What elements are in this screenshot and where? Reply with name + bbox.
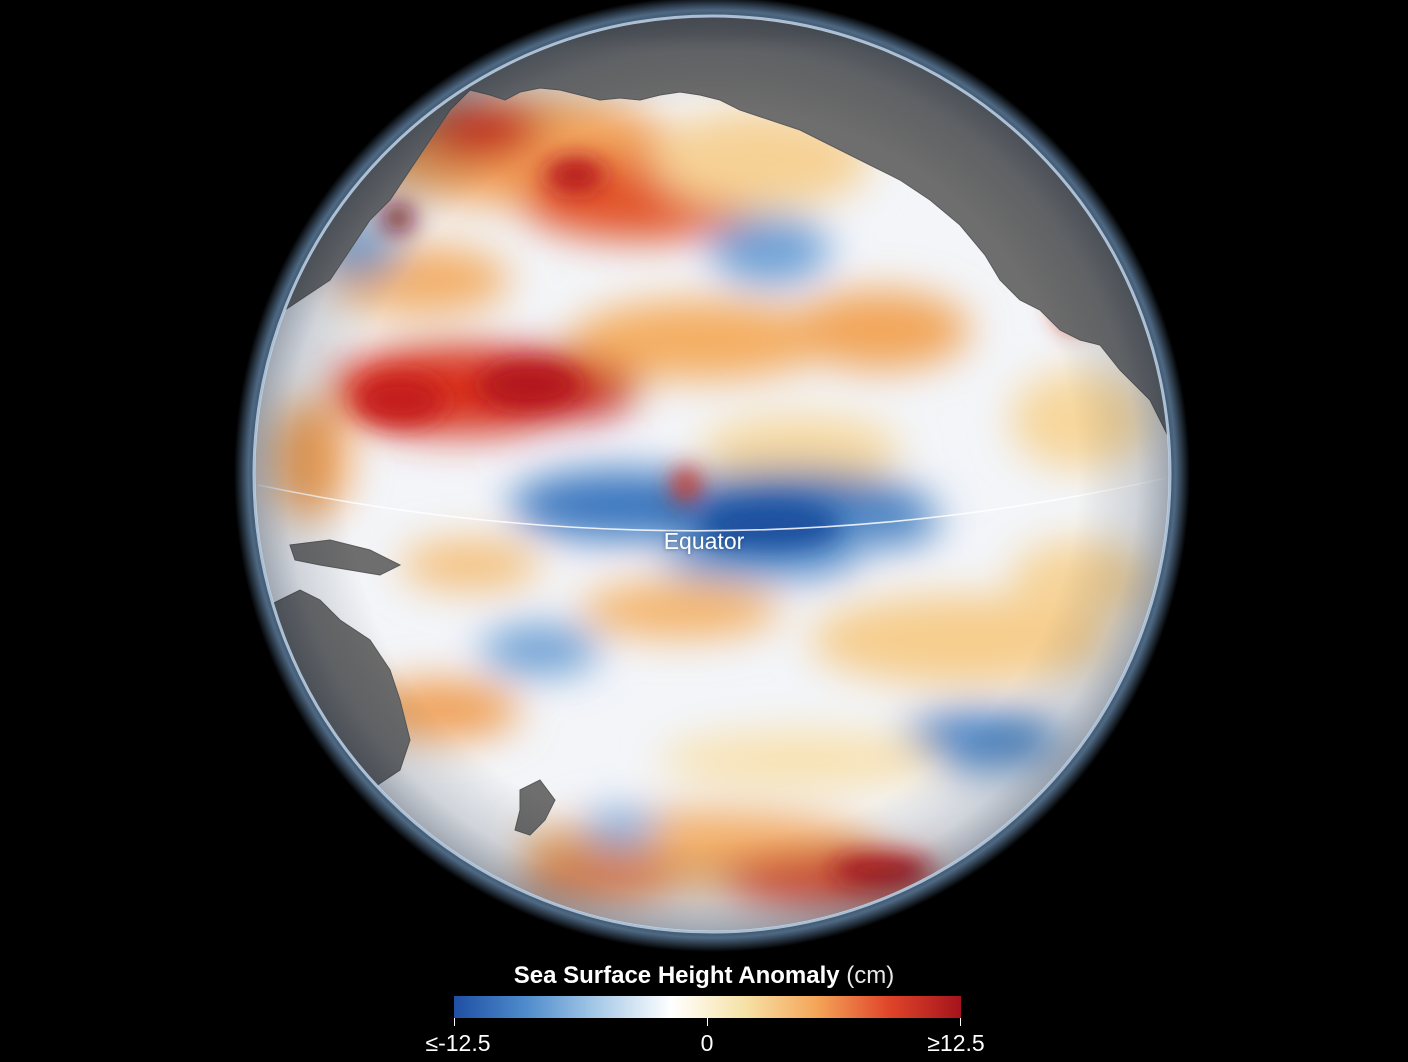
colorbar-tick-mid: [707, 1018, 708, 1026]
colorbar-mid-label: 0: [700, 1030, 714, 1056]
colorbar-tick-max: [960, 1018, 961, 1026]
colorbar-max-label: ≥12.5: [927, 1030, 985, 1056]
colorbar-tick-min: [454, 1018, 455, 1026]
globe-rim: [252, 14, 1172, 934]
colorbar-min-label: ≤-12.5: [425, 1030, 491, 1056]
equator-label: Equator: [663, 528, 745, 554]
legend-title: Sea Surface Height Anomaly (cm): [0, 962, 1408, 990]
legend-colorbar: [454, 996, 961, 1018]
legend-title-text: Sea Surface Height Anomaly: [513, 962, 840, 989]
legend-unit: (cm): [846, 962, 895, 989]
